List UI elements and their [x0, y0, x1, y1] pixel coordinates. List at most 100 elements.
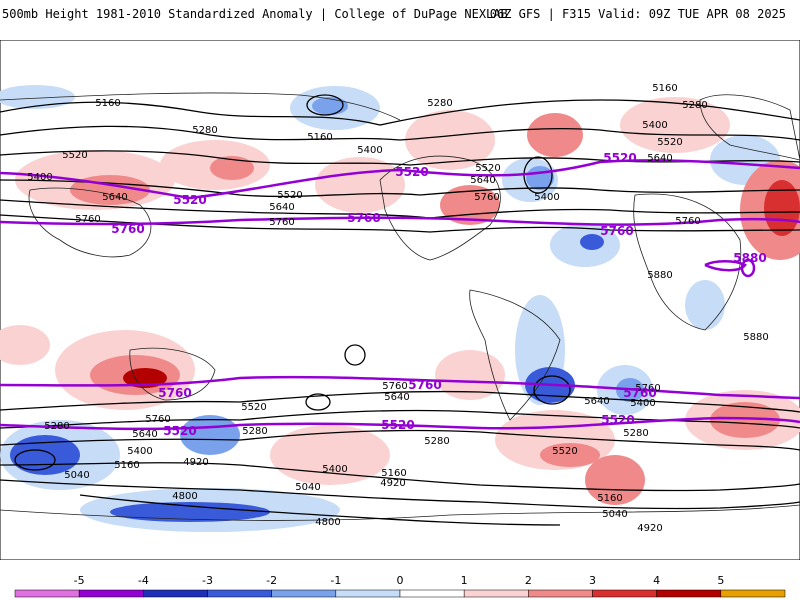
positive-anomaly	[123, 368, 167, 388]
contour-label-5760: 5760	[675, 216, 700, 227]
contour-label-5040: 5040	[295, 482, 320, 493]
contour-label-5520: 5520	[241, 402, 266, 413]
contour-label-5280: 5280	[424, 436, 449, 447]
highlight-contours	[0, 159, 800, 431]
contour-label-5400: 5400	[127, 446, 152, 457]
contour-label-5280: 5280	[623, 428, 648, 439]
positive-anomaly	[540, 443, 600, 467]
purple-label-5520: 5520	[173, 193, 206, 207]
negative-anomaly	[526, 166, 554, 190]
color-scale-tick-label: 0	[397, 574, 404, 587]
purple-label-5760: 5760	[623, 386, 656, 400]
positive-anomaly	[210, 156, 254, 180]
color-scale-tick-label: 3	[589, 574, 596, 587]
contour-label-5280: 5280	[427, 98, 452, 109]
color-scale-tick-label: -1	[330, 574, 341, 587]
color-scale-boxes	[14, 589, 786, 598]
contour-label-5760: 5760	[75, 214, 100, 225]
contour-label-5280: 5280	[242, 426, 267, 437]
purple-label-5520: 5520	[381, 418, 414, 432]
contour-label-4800: 4800	[315, 517, 340, 528]
contour-label-4920: 4920	[183, 457, 208, 468]
contour-label-5640: 5640	[470, 175, 495, 186]
contour-label-5400: 5400	[534, 192, 559, 203]
color-scale-box	[143, 589, 208, 598]
contour-label-5760: 5760	[382, 381, 407, 392]
contour-label-5160: 5160	[307, 132, 332, 143]
negative-anomaly	[110, 502, 270, 522]
purple-label-5520: 5520	[163, 424, 196, 438]
contour-label-5640: 5640	[584, 396, 609, 407]
color-scale-box	[14, 589, 80, 598]
contour-label-5160: 5160	[114, 460, 139, 471]
purple-label-5880: 5880	[733, 251, 766, 265]
contour-label-5400: 5400	[357, 145, 382, 156]
contour-label-5640: 5640	[269, 202, 294, 213]
negative-anomaly	[685, 280, 725, 330]
contour-label-5640: 5640	[384, 392, 409, 403]
color-scale-box	[335, 589, 401, 598]
negative-anomaly	[312, 97, 348, 115]
purple-label-5760: 5760	[111, 222, 144, 236]
highlight-contour-labels: 5520 5520 5520 5760 5760 5760 5880 5760 …	[111, 151, 766, 438]
positive-anomaly	[270, 425, 390, 485]
positive-anomaly	[527, 113, 583, 157]
contour-label-4920: 4920	[380, 478, 405, 489]
contour-label-5400: 5400	[630, 398, 655, 409]
color-scale-box	[463, 589, 529, 598]
purple-label-5520: 5520	[603, 151, 636, 165]
purple-label-5760: 5760	[408, 378, 441, 392]
contour-label-5760: 5760	[145, 414, 170, 425]
contour-label-5280: 5280	[44, 421, 69, 432]
positive-anomaly	[0, 325, 50, 365]
contour-label-5400: 5400	[322, 464, 347, 475]
map-title: 500mb Height 1981-2010 Standardized Anom…	[2, 7, 508, 21]
color-scale-box	[207, 589, 272, 598]
contour-label-5160: 5160	[95, 98, 120, 109]
contour-labels: 5160 5160 5160 5280 5280 5280 5400 5400 …	[27, 83, 768, 534]
contour-label-5400: 5400	[642, 120, 667, 131]
contour-label-5520: 5520	[552, 446, 577, 457]
contour-label-5280: 5280	[682, 100, 707, 111]
color-scale-tick-label: -4	[138, 574, 149, 587]
positive-anomaly	[315, 157, 405, 213]
color-scale-tick-label: -3	[202, 574, 213, 587]
contour-label-5640: 5640	[102, 192, 127, 203]
color-scale-bar: -5 -4 -3 -2 -1 0 1 2 3 4 5	[14, 574, 786, 598]
contour-label-5160: 5160	[652, 83, 677, 94]
purple-label-5760: 5760	[347, 211, 380, 225]
contour-label-5160: 5160	[381, 468, 406, 479]
purple-label-5520: 5520	[601, 413, 634, 427]
purple-label-5760: 5760	[600, 224, 633, 238]
color-scale-tick-label: 2	[525, 574, 532, 587]
color-scale-box	[528, 589, 593, 598]
positive-anomaly	[764, 180, 800, 236]
positive-anomaly	[710, 402, 780, 438]
contour-label-5880: 5880	[743, 332, 768, 343]
color-scale-ticks: -5 -4 -3 -2 -1 0 1 2 3 4 5	[74, 574, 725, 587]
positive-anomaly	[435, 350, 505, 400]
contour-label-5640: 5640	[647, 153, 672, 164]
header-bar: 500mb Height 1981-2010 Standardized Anom…	[0, 0, 800, 30]
anomaly-map: 5160 5160 5160 5280 5280 5280 5400 5400 …	[0, 40, 800, 560]
contour-label-4920: 4920	[637, 523, 662, 534]
positive-anomaly	[405, 110, 495, 170]
contour-label-5520: 5520	[62, 150, 87, 161]
contour-label-5640: 5640	[132, 429, 157, 440]
contour-label-4800: 4800	[172, 491, 197, 502]
contour-label-5280: 5280	[192, 125, 217, 136]
negative-anomaly	[0, 85, 75, 109]
color-scale-tick-label: 1	[461, 574, 468, 587]
positive-anomaly	[585, 455, 645, 505]
positive-anomaly	[620, 97, 730, 153]
negative-anomaly	[580, 234, 604, 250]
purple-label-5520: 5520	[395, 165, 428, 179]
color-scale-box	[399, 589, 465, 598]
model-valid-time: 06Z GFS | F315 Valid: 09Z TUE APR 08 202…	[489, 7, 786, 21]
color-scale-tick-label: 4	[653, 574, 660, 587]
contour-label-5040: 5040	[64, 470, 89, 481]
color-scale-tick-label: -2	[266, 574, 277, 587]
contour-label-5520: 5520	[657, 137, 682, 148]
contour-label-5400: 5400	[27, 172, 52, 183]
contour-label-5160: 5160	[597, 493, 622, 504]
